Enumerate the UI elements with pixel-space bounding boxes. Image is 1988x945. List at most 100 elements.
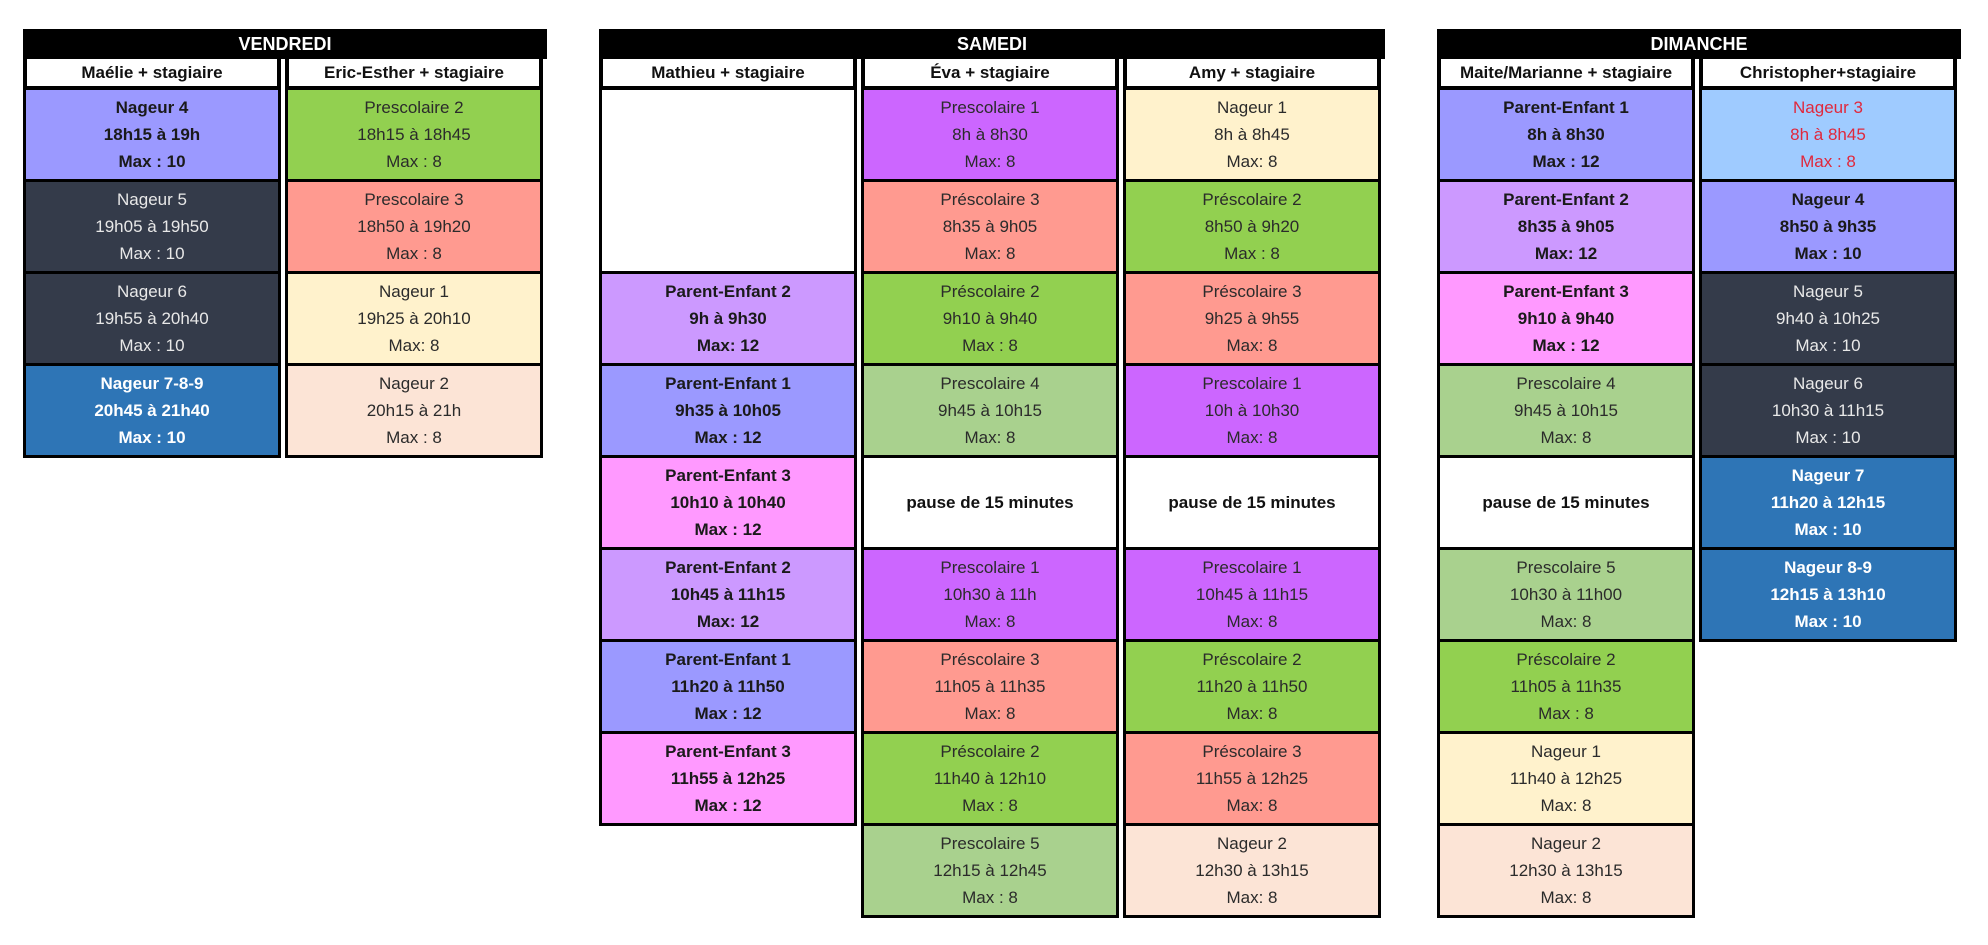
slot-time: 8h à 8h45 <box>1790 125 1866 144</box>
slot-time: 11h55 à 12h25 <box>670 769 786 788</box>
slot-title: Préscolaire 2 <box>1202 650 1302 669</box>
slot-time: 11h20 à 11h50 <box>671 677 785 696</box>
slot-title: Nageur 3 <box>1793 98 1863 117</box>
class-slot: Parent-Enfant 2 10h45 à 11h15 Max: 12 <box>599 550 857 642</box>
slot-time: 8h50 à 9h35 <box>1779 217 1877 236</box>
slot-time: 10h30 à 11h <box>943 585 1037 604</box>
slot-capacity: Max: 8 <box>1540 612 1592 631</box>
slot-title: Préscolaire 2 <box>1202 190 1302 209</box>
column-header: Amy + stagiaire <box>1123 59 1381 90</box>
slot-time: 12h15 à 12h45 <box>933 861 1047 880</box>
slot-time: 8h50 à 9h20 <box>1204 217 1300 236</box>
class-slot: Préscolaire 2 11h05 à 11h35 Max : 8 <box>1437 642 1695 734</box>
slot-title: Nageur 7 <box>1791 466 1865 485</box>
slot-capacity: Max : 8 <box>1538 704 1594 723</box>
class-slot: Prescolaire 5 12h15 à 12h45 Max : 8 <box>861 826 1119 918</box>
slot-capacity: Max : 10 <box>119 336 185 355</box>
class-slot: Nageur 1 8h à 8h45 Max: 8 <box>1123 90 1381 182</box>
slot-time: 8h à 8h45 <box>1214 125 1290 144</box>
class-slot: Nageur 3 8h à 8h45 Max : 8 <box>1699 90 1957 182</box>
slot-title: Parent-Enfant 1 <box>665 650 791 669</box>
slot-time: 9h40 à 10h25 <box>1776 309 1880 328</box>
slot-title: Préscolaire 3 <box>940 650 1040 669</box>
class-slot: Prescolaire 4 9h45 à 10h15 Max: 8 <box>1437 366 1695 458</box>
slot-time: 11h20 à 12h15 <box>1770 493 1886 512</box>
slot-title: Nageur 8-9 <box>1784 558 1872 577</box>
slot-capacity: Max : 8 <box>386 152 442 171</box>
day-title: SAMEDI <box>599 29 1385 59</box>
slot-capacity: Max : 10 <box>118 152 186 171</box>
slot-time: 18h50 à 19h20 <box>357 217 471 236</box>
slot-capacity: Max : 8 <box>962 796 1018 815</box>
slot-capacity: Max: 8 <box>1226 612 1278 631</box>
slot-title: Nageur 1 <box>379 282 449 301</box>
class-slot: pause de 15 minutes <box>1437 458 1695 550</box>
slot-title: Parent-Enfant 3 <box>665 466 791 485</box>
slot-capacity: Max : 8 <box>962 336 1018 355</box>
slot-title: Parent-Enfant 3 <box>665 742 791 761</box>
class-slot: Nageur 7 11h20 à 12h15 Max : 10 <box>1699 458 1957 550</box>
column-header: Maite/Marianne + stagiaire <box>1437 59 1695 90</box>
schedule-column: Eric-Esther + stagiaire Prescolaire 2 18h1… <box>285 59 543 458</box>
class-slot: Nageur 4 18h15 à 19h Max : 10 <box>23 90 281 182</box>
class-slot: Prescolaire 1 10h45 à 11h15 Max: 8 <box>1123 550 1381 642</box>
slot-capacity: Max : 12 <box>1532 152 1600 171</box>
slot-title: Parent-Enfant 1 <box>1503 98 1629 117</box>
slot-capacity: Max: 8 <box>1540 888 1592 907</box>
empty-slot <box>599 90 857 274</box>
class-slot: Nageur 8-9 12h15 à 13h10 Max : 10 <box>1699 550 1957 642</box>
slot-capacity: Max: 8 <box>964 152 1016 171</box>
class-slot: Parent-Enfant 3 9h10 à 9h40 Max : 12 <box>1437 274 1695 366</box>
slot-time: 11h20 à 11h50 <box>1196 677 1308 696</box>
slot-capacity: Max: 8 <box>1226 152 1278 171</box>
slot-title: Parent-Enfant 3 <box>1503 282 1629 301</box>
slot-time: 18h15 à 18h45 <box>357 125 471 144</box>
class-slot: Parent-Enfant 1 9h35 à 10h05 Max : 12 <box>599 366 857 458</box>
class-slot: Préscolaire 2 11h40 à 12h10 Max : 8 <box>861 734 1119 826</box>
class-slot: Préscolaire 3 9h25 à 9h55 Max: 8 <box>1123 274 1381 366</box>
class-slot: Parent-Enfant 1 11h20 à 11h50 Max : 12 <box>599 642 857 734</box>
column-header: Éva + stagiaire <box>861 59 1119 90</box>
slot-time: 9h45 à 10h15 <box>1514 401 1618 420</box>
slot-capacity: Max : 8 <box>1224 244 1280 263</box>
slot-time: 18h15 à 19h <box>103 125 201 144</box>
slot-title: Préscolaire 3 <box>1202 742 1302 761</box>
class-slot: Nageur 5 9h40 à 10h25 Max : 10 <box>1699 274 1957 366</box>
slot-capacity: Max : 12 <box>1532 336 1600 355</box>
slot-capacity: Max : 12 <box>694 704 762 723</box>
day-columns: Maite/Marianne + stagiaire Parent-Enfant … <box>1437 59 1961 918</box>
slot-capacity: Max : 12 <box>694 796 762 815</box>
slot-time: 11h55 à 12h25 <box>1195 769 1309 788</box>
class-slot: Nageur 6 19h55 à 20h40 Max : 10 <box>23 274 281 366</box>
class-slot: Nageur 2 12h30 à 13h15 Max: 8 <box>1437 826 1695 918</box>
slot-time: 11h05 à 11h35 <box>934 677 1046 696</box>
slot-capacity: Max : 12 <box>694 520 762 539</box>
schedule-column: Maélie + stagiaire Nageur 4 18h15 à 19h Max… <box>23 59 281 458</box>
slot-capacity: Max: 8 <box>964 244 1016 263</box>
class-slot: Nageur 7-8-9 20h45 à 21h40 Max : 10 <box>23 366 281 458</box>
day-title: DIMANCHE <box>1437 29 1961 59</box>
class-slot: Nageur 4 8h50 à 9h35 Max : 10 <box>1699 182 1957 274</box>
column-header: Mathieu + stagiaire <box>599 59 857 90</box>
slot-title: Nageur 4 <box>115 98 189 117</box>
class-slot: Nageur 2 12h30 à 13h15 Max: 8 <box>1123 826 1381 918</box>
slot-time: 10h45 à 11h15 <box>670 585 786 604</box>
day-vendredi: VENDREDI Maélie + stagiaire Nageur 4 18h15… <box>23 29 547 458</box>
class-slot: Nageur 2 20h15 à 21h Max : 8 <box>285 366 543 458</box>
slot-time: 19h25 à 20h10 <box>357 309 471 328</box>
slot-time: 20h15 à 21h <box>366 401 462 420</box>
column-header: Maélie + stagiaire <box>23 59 281 90</box>
day-columns: Maélie + stagiaire Nageur 4 18h15 à 19h Max… <box>23 59 547 458</box>
slot-title: Préscolaire 2 <box>940 282 1040 301</box>
slot-time: 12h30 à 13h15 <box>1195 861 1309 880</box>
slot-time: 9h45 à 10h15 <box>938 401 1042 420</box>
slot-title: Nageur 6 <box>117 282 187 301</box>
slot-title: pause de 15 minutes <box>906 493 1074 512</box>
slot-title: Parent-Enfant 2 <box>665 558 791 577</box>
slot-time: 8h à 8h30 <box>1527 125 1605 144</box>
slot-time: 9h25 à 9h55 <box>1204 309 1300 328</box>
column-header: Eric-Esther + stagiaire <box>285 59 543 90</box>
slot-capacity: Max : 12 <box>694 428 762 447</box>
class-slot: Préscolaire 3 8h35 à 9h05 Max: 8 <box>861 182 1119 274</box>
slot-time: 19h55 à 20h40 <box>95 309 209 328</box>
